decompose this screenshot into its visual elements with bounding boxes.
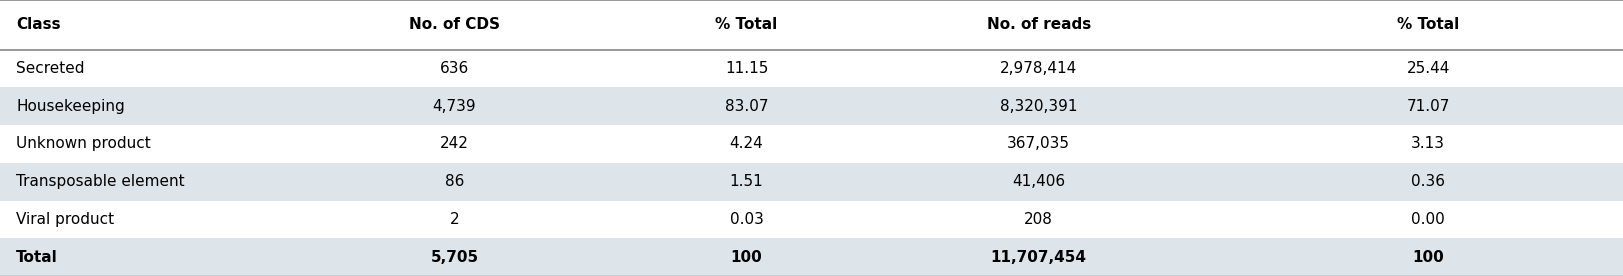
- FancyBboxPatch shape: [0, 201, 1623, 238]
- FancyBboxPatch shape: [0, 125, 1623, 163]
- Text: 208: 208: [1024, 212, 1053, 227]
- Text: Class: Class: [16, 17, 60, 32]
- Text: 11,707,454: 11,707,454: [990, 250, 1087, 265]
- Text: 4.24: 4.24: [730, 136, 763, 152]
- Text: % Total: % Total: [1397, 17, 1459, 32]
- Text: % Total: % Total: [716, 17, 777, 32]
- Text: Secreted: Secreted: [16, 61, 84, 76]
- Text: 636: 636: [440, 61, 469, 76]
- Text: 83.07: 83.07: [725, 99, 768, 114]
- Text: No. of CDS: No. of CDS: [409, 17, 500, 32]
- Text: 100: 100: [1412, 250, 1444, 265]
- Text: 0.00: 0.00: [1412, 212, 1444, 227]
- FancyBboxPatch shape: [0, 163, 1623, 201]
- Text: 25.44: 25.44: [1407, 61, 1449, 76]
- Text: No. of reads: No. of reads: [987, 17, 1091, 32]
- FancyBboxPatch shape: [0, 0, 1623, 50]
- FancyBboxPatch shape: [0, 50, 1623, 87]
- Text: 1.51: 1.51: [730, 174, 763, 189]
- Text: Total: Total: [16, 250, 58, 265]
- Text: Housekeeping: Housekeeping: [16, 99, 125, 114]
- Text: Transposable element: Transposable element: [16, 174, 185, 189]
- Text: 8,320,391: 8,320,391: [1000, 99, 1078, 114]
- Text: 11.15: 11.15: [725, 61, 768, 76]
- Text: 86: 86: [445, 174, 464, 189]
- Text: 2,978,414: 2,978,414: [1000, 61, 1078, 76]
- Text: 41,406: 41,406: [1013, 174, 1065, 189]
- Text: 0.36: 0.36: [1412, 174, 1444, 189]
- FancyBboxPatch shape: [0, 238, 1623, 276]
- Text: 367,035: 367,035: [1008, 136, 1070, 152]
- Text: 2: 2: [450, 212, 459, 227]
- Text: 3.13: 3.13: [1412, 136, 1444, 152]
- Text: 242: 242: [440, 136, 469, 152]
- Text: 71.07: 71.07: [1407, 99, 1449, 114]
- Text: 5,705: 5,705: [430, 250, 479, 265]
- Text: Viral product: Viral product: [16, 212, 114, 227]
- Text: 0.03: 0.03: [730, 212, 763, 227]
- Text: 100: 100: [730, 250, 763, 265]
- Text: 4,739: 4,739: [433, 99, 476, 114]
- FancyBboxPatch shape: [0, 87, 1623, 125]
- Text: Unknown product: Unknown product: [16, 136, 151, 152]
